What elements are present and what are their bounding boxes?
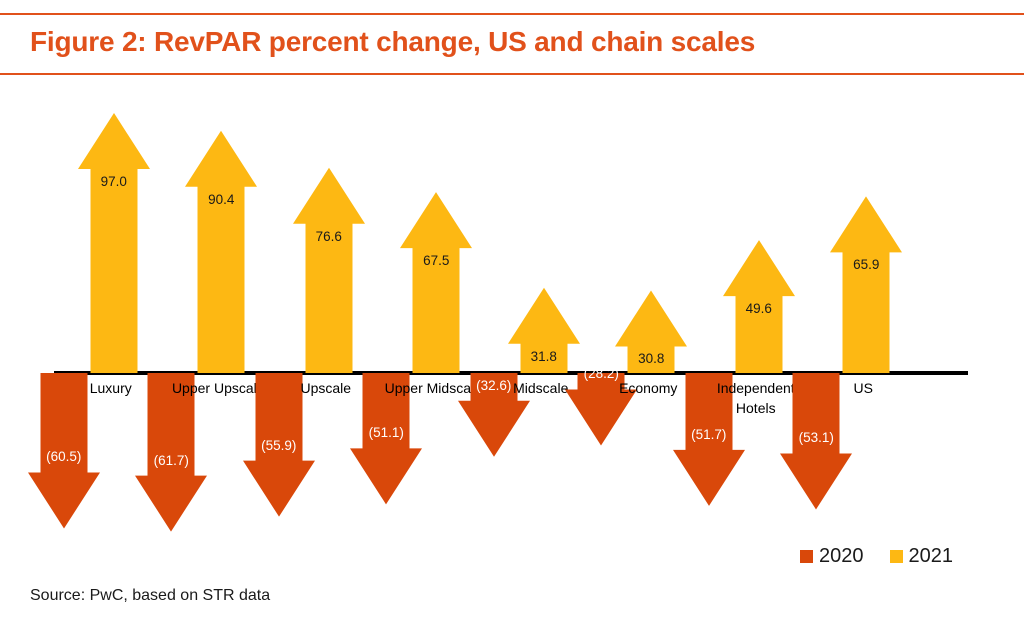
arrow-down-2020 [565, 373, 638, 446]
category-label-line2: Hotels [735, 400, 776, 417]
chart-column: 97.0 (60.5) Luxury [27, 0, 175, 619]
value-label-2021: 49.6 [745, 301, 772, 317]
arrow-group [350, 192, 473, 505]
arrow-up-2021 [77, 113, 150, 373]
arrow-group [242, 167, 365, 517]
category-label-line1: Midscale [513, 380, 569, 396]
category-label: Upscale [262, 378, 390, 398]
chart-column: 76.6 (55.9) Upscale [242, 0, 390, 619]
value-label-2020: (53.1) [798, 430, 834, 446]
category-label: Upper Midscale [369, 378, 497, 398]
arrow-up-2021 [615, 290, 688, 373]
category-label-line1: Independent [716, 380, 795, 396]
category-label: US [799, 378, 927, 398]
value-label-2021: 30.8 [638, 351, 665, 367]
legend-label: 2020 [819, 545, 864, 567]
legend-swatch-icon [889, 550, 903, 563]
category-label-line1: Economy [619, 380, 678, 396]
arrow-down-2020 [350, 373, 423, 505]
title-block: Figure 2: RevPAR percent change, US and … [0, 13, 1024, 75]
legend-item-2021[interactable]: 2021 [889, 545, 954, 568]
page-title: Figure 2: RevPAR percent change, US and … [30, 26, 756, 57]
arrow-up-2021 [830, 196, 903, 373]
value-label-2020: (51.7) [691, 426, 727, 442]
arrow-group [565, 290, 688, 446]
arrow-up-2021 [400, 192, 473, 373]
legend-label: 2021 [908, 545, 954, 567]
arrow-group [135, 130, 258, 532]
arrow-down-2020 [135, 373, 208, 532]
value-label-2021: 90.4 [208, 191, 235, 207]
category-label: Midscale [477, 378, 605, 398]
legend-item-2020[interactable]: 2020 [800, 545, 864, 568]
value-label-2020: (61.7) [153, 452, 189, 468]
arrow-up-2021 [292, 167, 365, 373]
value-label-2021: 67.5 [423, 253, 450, 269]
category-label: Economy [584, 378, 712, 398]
arrow-down-2020 [242, 373, 315, 517]
arrow-down-2020 [457, 373, 530, 457]
chart-column: 49.6 (51.7) Independent Hotels [672, 0, 820, 619]
arrow-up-2021 [722, 240, 795, 373]
legend-swatch-icon [800, 550, 813, 563]
arrow-down-2020 [27, 373, 100, 529]
value-label-2020: (55.9) [261, 437, 297, 453]
chart-column: 31.8 (32.6) Midscale [457, 0, 605, 619]
arrow-group [780, 196, 903, 510]
category-label-line1: US [853, 380, 873, 396]
chart-column: 90.4 (61.7) Upper Upscale [135, 0, 282, 619]
source-note: Source: PwC, based on STR data [30, 587, 271, 604]
arrow-up-2021 [185, 130, 258, 373]
value-label-2021: 65.9 [853, 257, 880, 273]
value-label-2020: (60.5) [46, 449, 82, 465]
chart-legend: 2020 2021 [800, 545, 953, 568]
arrow-group [27, 113, 150, 529]
category-label: Upper Upscale [154, 378, 282, 398]
chart-column: 30.8 (28.2) Economy [565, 0, 712, 619]
value-label-2021: 76.6 [315, 228, 342, 244]
category-label-line1: Upper Upscale [171, 380, 265, 396]
value-label-2020: (51.1) [368, 425, 404, 441]
arrow-down-2020 [672, 373, 745, 506]
arrow-down-2020 [780, 373, 853, 510]
category-label: Luxury [47, 378, 175, 398]
chart-column: 67.5 (51.1) Upper Midscale [350, 0, 497, 619]
category-label-line1: Upper Midscale [384, 380, 482, 396]
value-label-2021: 31.8 [530, 348, 557, 364]
arrow-group [457, 287, 580, 457]
category-label: Independent Hotels [692, 378, 820, 419]
value-label-2021: 97.0 [100, 174, 127, 190]
chart-column: 65.9 (53.1) US [780, 0, 927, 619]
arrow-group [672, 240, 795, 506]
value-label-2020: (28.2) [583, 366, 619, 382]
category-label-line1: Upscale [300, 380, 352, 396]
category-label-line1: Luxury [89, 380, 132, 396]
arrow-up-2021 [507, 287, 580, 373]
value-label-2020: (32.6) [476, 377, 512, 393]
